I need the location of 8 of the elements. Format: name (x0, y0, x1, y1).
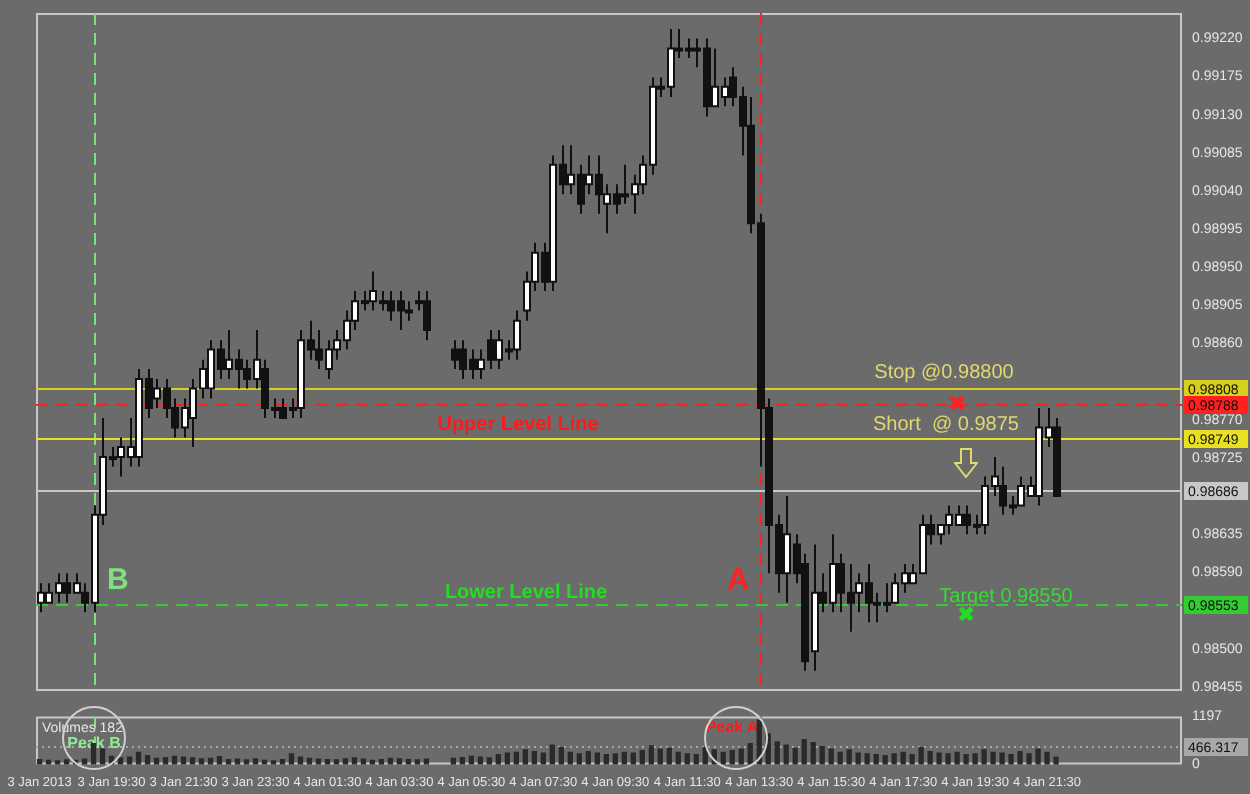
annotation: Target 0.98550 (939, 585, 1074, 608)
annotation: Short @ 0.9875 (873, 413, 1020, 436)
annotation: Peak A (705, 718, 759, 737)
annotation: Stop @0.98800 (874, 361, 1015, 384)
annotation: Upper Level Line (437, 413, 600, 436)
ref-line-label: B (107, 563, 129, 598)
annotation: Lower Level Line (444, 581, 608, 604)
ref-line-label: A (727, 563, 750, 598)
